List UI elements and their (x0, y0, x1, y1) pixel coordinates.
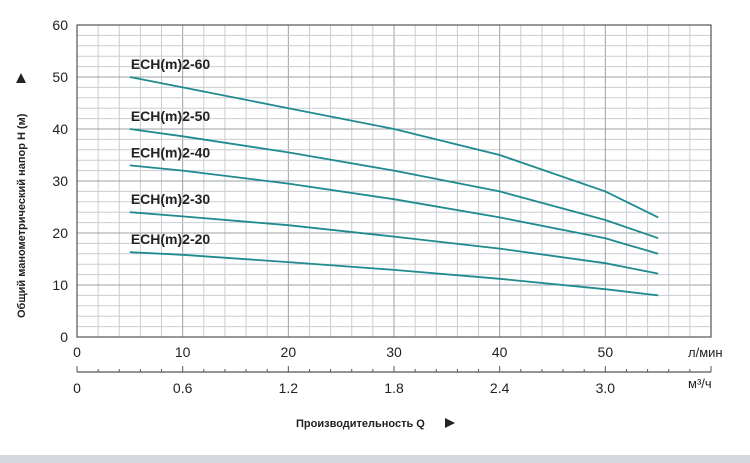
y-tick-label: 50 (52, 69, 68, 85)
x-secondary-tick-label: 1.8 (384, 380, 404, 396)
plot-frame (76, 24, 712, 338)
x-axis-arrow-icon (445, 418, 455, 428)
x-secondary-tick-label: 0.6 (173, 380, 193, 396)
x-tick-label: 30 (386, 344, 402, 360)
x-tick-label: 0 (73, 344, 81, 360)
y-tick-label: 30 (52, 173, 68, 189)
labels: л/мин м³/ч Производительность Q Общий ма… (16, 17, 723, 430)
y-tick-label: 20 (52, 225, 68, 241)
y-tick-label: 60 (52, 17, 68, 33)
y-tick-label: 10 (52, 277, 68, 293)
series-label: ECH(m)2-20 (131, 231, 211, 247)
x-secondary-tick-label: 3.0 (596, 380, 616, 396)
y-tick-label: 0 (60, 329, 68, 345)
x-tick-label: 10 (175, 344, 191, 360)
series-label: ECH(m)2-50 (131, 108, 211, 124)
series-label: ECH(m)2-60 (131, 56, 211, 72)
x-unit-secondary: м³/ч (688, 376, 712, 391)
series-label: ECH(m)2-40 (131, 144, 211, 160)
x-secondary-tick-label: 0 (73, 380, 81, 396)
series-line (129, 211, 659, 275)
series-label: ECH(m)2-30 (131, 191, 211, 207)
y-tick-label: 40 (52, 121, 68, 137)
x-secondary-tick-label: 2.4 (490, 380, 510, 396)
series-lines (129, 76, 659, 297)
x-tick-label: 20 (281, 344, 297, 360)
x-axis-title: Производительность Q (296, 418, 425, 430)
series-line (129, 128, 659, 240)
series-line (129, 76, 659, 219)
axes (76, 24, 712, 373)
series-line (129, 164, 659, 255)
bottom-divider (0, 455, 750, 463)
x-tick-label: 50 (598, 344, 614, 360)
y-axis-title: Общий манометрический напор H (м) (16, 113, 28, 318)
x-secondary-tick-label: 1.2 (279, 380, 299, 396)
series-line (129, 251, 659, 297)
y-axis-arrow-icon (16, 73, 26, 83)
x-tick-label: 40 (492, 344, 508, 360)
x-unit-primary: л/мин (688, 345, 723, 360)
